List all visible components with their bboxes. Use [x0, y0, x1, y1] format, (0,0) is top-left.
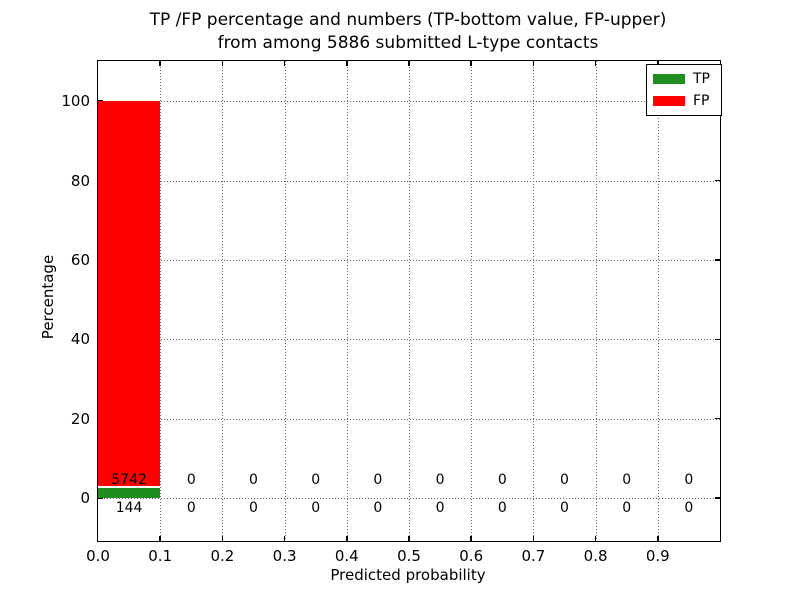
legend-entry-fp: FP [653, 94, 715, 108]
x-tick [221, 536, 224, 541]
chart-title: TP /FP percentage and numbers (TP-bottom… [97, 9, 719, 55]
x-tick-top [346, 61, 348, 66]
y-tick-label: 100 [61, 92, 90, 111]
bar-segment-tp [98, 488, 161, 499]
y-axis-label: Percentage [39, 254, 57, 340]
x-tick-label: 0.4 [334, 547, 359, 565]
x-tick-top [283, 61, 286, 66]
x-tick [657, 536, 659, 541]
x-tick-label: 0.8 [583, 547, 608, 565]
tp-count-label: 0 [186, 500, 196, 517]
x-tick-top [594, 61, 597, 66]
x-tick [283, 536, 286, 541]
tp-count-label: 0 [373, 500, 383, 517]
y-tick-right [715, 179, 720, 182]
fp-count-label: 0 [497, 472, 507, 489]
y-gridline [98, 418, 720, 420]
fp-count-label: 0 [249, 472, 258, 489]
y-gridline [98, 339, 720, 341]
bar-segment-fp [98, 101, 161, 487]
x-tick-label: 0.9 [645, 547, 670, 565]
x-tick-label: 0.3 [272, 547, 297, 565]
x-tick [159, 536, 161, 541]
y-gridline [98, 101, 720, 103]
chart-title-line2: from among 5886 submitted L-type contact… [217, 33, 599, 53]
plot-area: TP FP 0.0 0.1 0.2 0.3 0.4 0.5 0.6 0.7 0.8 0.9 0 20 4… [61, 60, 722, 565]
y-tick-label: 80 [70, 171, 90, 190]
tp-count-label: 0 [311, 500, 321, 517]
x-gridline [533, 61, 535, 541]
tp-count-label: 0 [497, 500, 507, 517]
legend-label-fp: FP [693, 93, 710, 109]
fp-count-label: 0 [311, 472, 321, 489]
fp-count-label: 0 [373, 472, 383, 489]
tp-count-label: 144 [115, 500, 143, 517]
x-gridline [595, 61, 597, 541]
fp-count-label: 0 [560, 472, 569, 489]
x-tick [408, 536, 410, 541]
x-gridline [409, 61, 410, 541]
tp-swatch-icon [653, 74, 685, 84]
legend-entry-tp: TP [653, 72, 715, 86]
y-tick-label: 0 [80, 489, 90, 508]
x-tick-label: 0.1 [148, 547, 173, 565]
x-gridline [657, 61, 659, 541]
y-tick-right [715, 417, 720, 420]
y-gridline [98, 259, 720, 261]
legend-label-tp: TP [693, 71, 710, 87]
fp-count-label: 0 [186, 472, 196, 489]
chart-title-line1: TP /FP percentage and numbers (TP-bottom… [149, 10, 667, 30]
x-tick-top [408, 61, 410, 66]
y-tick-label: 40 [70, 330, 90, 349]
y-tick-label: 20 [70, 409, 90, 428]
y-tick-right [715, 259, 720, 261]
x-gridline [471, 61, 473, 541]
x-tick-label: 0.6 [459, 547, 484, 565]
x-tick-top [159, 61, 161, 66]
x-tick-top [532, 61, 535, 66]
x-tick-label: 0.7 [521, 547, 546, 565]
legend: TP FP [646, 64, 722, 116]
x-gridline [284, 61, 286, 541]
y-tick-right [715, 338, 720, 341]
x-gridline [222, 61, 224, 541]
x-tick-top [657, 61, 659, 66]
fp-count-label: 5742 [111, 472, 147, 489]
x-tick-label: 0.2 [210, 547, 235, 565]
tp-count-label: 0 [622, 500, 632, 517]
x-tick [346, 536, 348, 541]
fp-count-label: 0 [684, 472, 694, 489]
x-tick [470, 536, 472, 541]
fp-count-label: 0 [435, 472, 445, 489]
x-axis-label: Predicted probability [330, 566, 486, 584]
x-tick [594, 536, 597, 541]
tp-count-label: 0 [435, 500, 445, 517]
x-gridline [160, 61, 162, 541]
x-tick-top [221, 61, 224, 66]
y-tick-label: 60 [70, 250, 90, 269]
x-tick-label: 0.5 [397, 547, 421, 565]
tp-count-label: 0 [684, 500, 694, 517]
fp-swatch-icon [653, 96, 685, 106]
y-gridline [98, 180, 720, 182]
tp-count-label: 0 [249, 500, 258, 517]
y-tick [98, 497, 103, 499]
y-gridline [98, 498, 720, 500]
x-tick-label: 0.0 [86, 547, 110, 565]
y-tick-right [715, 497, 720, 499]
tp-count-label: 0 [560, 500, 569, 517]
x-tick [532, 536, 535, 541]
x-tick-top [470, 61, 472, 66]
fp-count-label: 0 [622, 472, 632, 489]
x-gridline [346, 61, 348, 541]
